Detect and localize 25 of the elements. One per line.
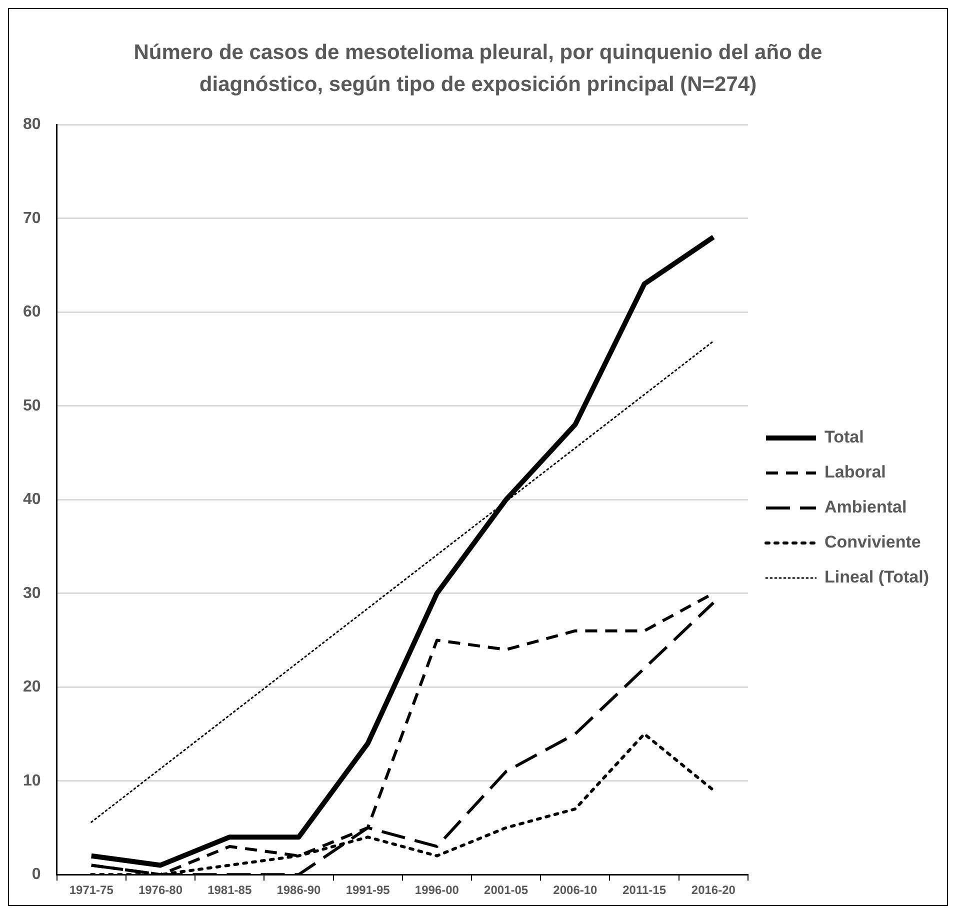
y-tick-label: 0 — [32, 866, 41, 884]
y-tick-label: 20 — [23, 678, 41, 696]
x-tick-label: 2006-10 — [553, 883, 598, 898]
y-tick-label: 70 — [23, 210, 41, 227]
y-tick-label: 60 — [23, 304, 41, 321]
y-tick-label: 30 — [23, 584, 41, 602]
y-tick-label: 80 — [23, 116, 41, 134]
x-tick-label: 1981-85 — [208, 883, 252, 898]
x-tick-label: 1991-95 — [346, 883, 390, 898]
x-tick-label: 1971-75 — [69, 883, 114, 898]
y-tick-label: 10 — [23, 772, 41, 790]
x-tick-label: 2016-20 — [691, 883, 736, 898]
x-tick-label: 1986-90 — [276, 883, 322, 898]
chart-title: Número de casos de mesotelioma pleural, por quinquenio del año de diagnóstico, según tipo de exposición principal (N=274) — [132, 40, 824, 98]
y-tick-label: 50 — [23, 397, 41, 414]
y-tick-label: 40 — [23, 491, 41, 508]
x-tick-label: 1996-00 — [414, 883, 460, 898]
x-tick-label: 2011-15 — [622, 883, 666, 898]
x-tick-label: 2001-05 — [484, 883, 528, 898]
legend-label: Ambiental — [824, 498, 907, 517]
legend-label: Laboral — [824, 462, 886, 482]
legend-label: Conviviente — [824, 532, 921, 552]
legend-label: Lineal (Total) — [824, 568, 929, 587]
x-tick-label: 1976-80 — [138, 883, 183, 898]
legend-label: Total — [824, 428, 864, 447]
